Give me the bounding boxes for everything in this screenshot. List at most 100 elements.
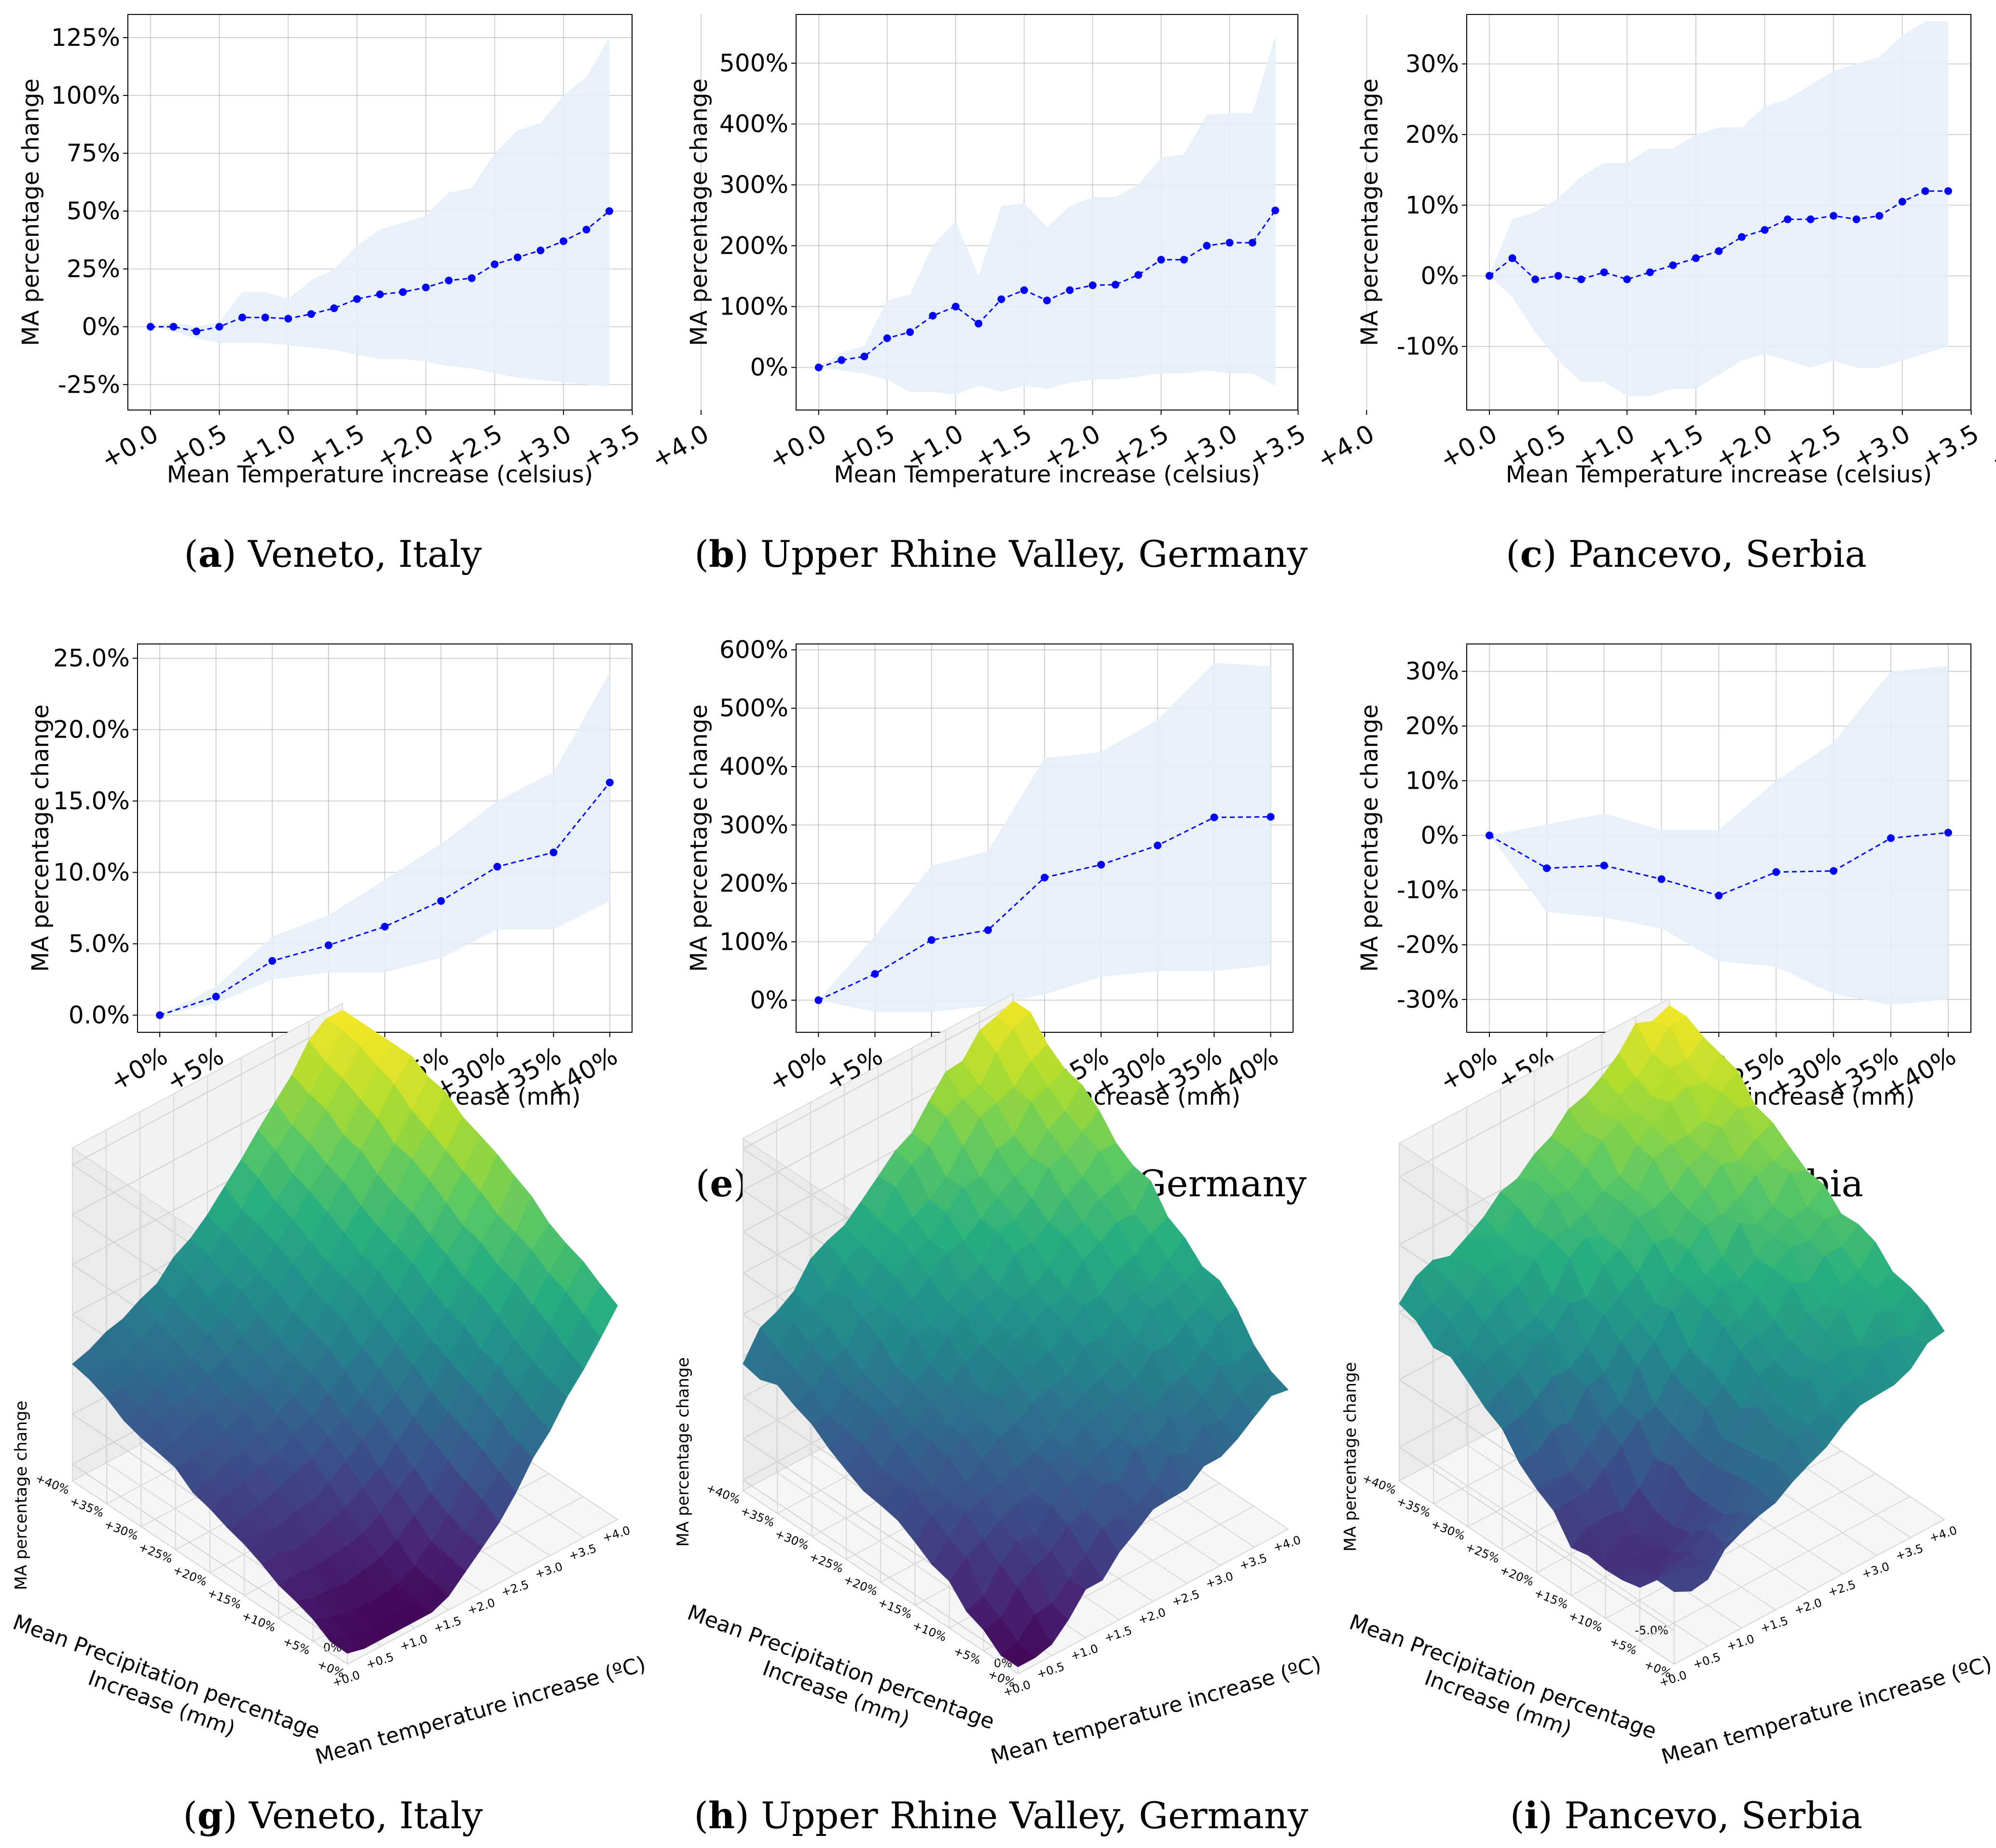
- y-tick-label: 200%: [719, 869, 788, 897]
- caption-text: Veneto, Italy: [248, 1794, 483, 1837]
- data-point: [169, 323, 178, 331]
- data-point: [1041, 874, 1048, 882]
- data-point: [1875, 212, 1884, 220]
- y-tick-label: 400%: [719, 110, 788, 138]
- data-point: [212, 993, 220, 1001]
- data-point: [437, 897, 445, 905]
- data-point: [513, 253, 522, 261]
- data-point: [582, 225, 591, 233]
- y-tick-label: 25.0%: [53, 644, 130, 672]
- caption-b: (b) Upper Rhine Valley, Germany: [694, 533, 1308, 575]
- panel-a: +0.0 +0.5 +1.0 +1.5 +2.0 +2.5 +3.0 +3.5 +4.0-25%…: [17, 14, 714, 488]
- data-point: [1784, 215, 1792, 223]
- y-tick-label: 400%: [719, 753, 788, 780]
- y-tick-label: 50%: [67, 197, 120, 225]
- data-point: [838, 356, 846, 364]
- data-point: [1715, 247, 1723, 255]
- y-tick-label: 5.0%: [69, 930, 130, 958]
- data-point: [871, 970, 879, 978]
- x-tick-label: +3.0: [1860, 1560, 1891, 1581]
- data-point: [1486, 831, 1494, 839]
- y-tick-label: -10%: [1397, 332, 1459, 360]
- surface-patch: [1656, 1572, 1692, 1592]
- x-tick-label: +0.5: [364, 1650, 395, 1672]
- y-tick-label: 0%: [82, 313, 120, 341]
- data-point: [238, 314, 247, 322]
- caption-text: Pancevo, Serbia: [1564, 1794, 1862, 1837]
- data-point: [1271, 206, 1280, 215]
- data-point: [1806, 215, 1815, 223]
- x-tick-label: +2.0: [1136, 1605, 1167, 1627]
- y-tick-label: 30%: [1405, 657, 1459, 685]
- x-tick-label: +1.5: [432, 1614, 463, 1636]
- data-point: [1210, 813, 1218, 821]
- y-tick-label: 125%: [51, 24, 120, 52]
- confidence-band: [1489, 666, 1948, 1005]
- plot-frame: [796, 643, 1294, 1033]
- data-point: [814, 996, 823, 1004]
- data-point: [1248, 239, 1256, 247]
- x-tick-label: +0%: [764, 1041, 831, 1097]
- x-tick-label: +4.0: [1312, 419, 1379, 475]
- confidence-band: [818, 36, 1276, 395]
- y-tick-label: +40%: [34, 1471, 72, 1497]
- caption-letter: c: [1520, 533, 1542, 575]
- data-point: [268, 957, 276, 965]
- data-point: [1715, 891, 1723, 900]
- y-tick-label: 20.0%: [53, 716, 130, 744]
- data-point: [284, 315, 292, 323]
- y-tick-label: 20%: [1405, 121, 1459, 149]
- y-tick-label: 75%: [67, 139, 120, 167]
- caption-text: Pancevo, Serbia: [1569, 533, 1867, 575]
- x-tick-label: +4.0: [1985, 419, 1996, 475]
- caption-c: (c) Pancevo, Serbia: [1506, 533, 1867, 575]
- y-tick-label: 0%: [750, 986, 788, 1014]
- caption-letter: e: [710, 1162, 733, 1205]
- x-axis-label: Mean Temperature increase (celsius): [1506, 461, 1932, 488]
- y-axis-label: MA percentage change: [1356, 704, 1383, 972]
- data-point: [493, 862, 501, 871]
- y-tick-label: +40%: [704, 1481, 743, 1506]
- x-tick-label: +4.0: [601, 1523, 632, 1545]
- x-axis-label: Mean temperature increase (ºC): [1659, 1652, 1995, 1770]
- x-tick-label: +0%: [105, 1041, 172, 1097]
- y-tick-label: 200%: [719, 232, 788, 260]
- y-tick-label: 0%: [1421, 262, 1459, 290]
- data-point: [1554, 272, 1562, 280]
- data-point: [1738, 233, 1746, 241]
- data-point: [1761, 226, 1769, 234]
- y-tick-label: 100%: [719, 928, 788, 956]
- y-axis-label: MA percentage change: [1356, 79, 1383, 346]
- x-tick-label: +1.0: [398, 1632, 429, 1654]
- data-point: [468, 274, 476, 282]
- x-tick-label: +1.5: [1102, 1624, 1133, 1645]
- x-tick-label: +4.0: [647, 419, 714, 475]
- x-tick-label: +2.5: [499, 1578, 530, 1600]
- data-point: [1600, 862, 1608, 870]
- data-point: [1043, 296, 1051, 304]
- data-point: [1531, 275, 1540, 284]
- data-point: [1669, 261, 1677, 269]
- confidence-band: [818, 662, 1271, 1012]
- confidence-band: [151, 37, 609, 387]
- data-point: [156, 1011, 164, 1019]
- caption-letter: a: [198, 533, 222, 575]
- x-axis-label: Mean Temperature increase (celsius): [834, 461, 1260, 488]
- data-point: [1266, 813, 1275, 821]
- data-point: [1508, 254, 1516, 262]
- caption-i: (i) Pancevo, Serbia: [1510, 1794, 1863, 1837]
- plot-frame: [1466, 14, 1971, 411]
- data-point: [1203, 242, 1211, 250]
- y-tick-label: -30%: [1397, 986, 1459, 1013]
- data-point: [376, 290, 384, 299]
- data-point: [1097, 861, 1105, 869]
- data-point: [330, 304, 338, 313]
- y-tick-label: 100%: [719, 293, 788, 321]
- data-point: [1600, 268, 1608, 276]
- x-tick-label: +0.5: [1691, 1650, 1722, 1672]
- data-point: [1898, 198, 1906, 206]
- data-point: [1772, 868, 1780, 876]
- data-point: [550, 849, 558, 857]
- data-point: [1542, 864, 1551, 872]
